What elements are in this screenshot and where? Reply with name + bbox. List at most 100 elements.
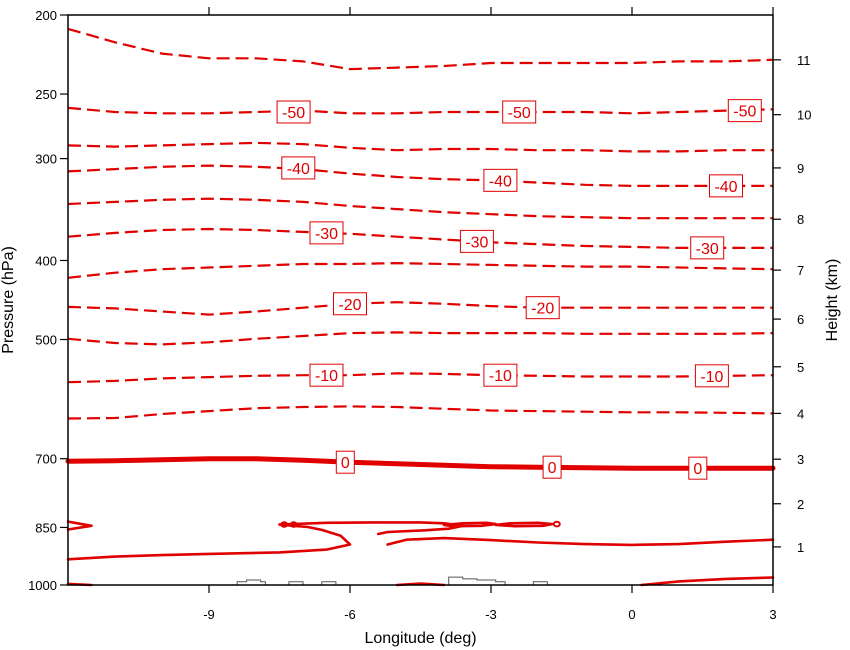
contour-label: -50 xyxy=(727,99,762,123)
contour-line xyxy=(67,301,773,316)
pressure-tick-label: 500 xyxy=(35,333,57,348)
contour-label-box xyxy=(335,450,355,474)
contour-label-box xyxy=(276,100,311,124)
contour-label-box xyxy=(688,456,708,480)
contour-label-text: -10 xyxy=(700,369,723,386)
contour-label-text: -10 xyxy=(315,368,338,385)
contour-line xyxy=(67,164,773,187)
contour-label-box xyxy=(709,174,743,198)
contour-label-text: 0 xyxy=(341,455,350,472)
contour-label-text: -40 xyxy=(287,161,310,178)
contour-dot xyxy=(552,520,561,528)
contour-label: 0 xyxy=(335,450,355,474)
height-tick-label: 1 xyxy=(797,540,804,555)
contour-label-text: -40 xyxy=(714,179,737,196)
contour-line xyxy=(67,106,774,115)
height-tick-label: 2 xyxy=(797,497,804,512)
pressure-tick-label: 400 xyxy=(35,253,57,268)
contour-label: -30 xyxy=(459,229,494,253)
height-tick-label: 6 xyxy=(797,312,804,327)
x-tick-label: -3 xyxy=(485,607,497,622)
contour-label: 0 xyxy=(688,456,708,480)
contour-label-box xyxy=(542,455,562,479)
pressure-tick-label: 850 xyxy=(35,520,57,535)
contour-dot xyxy=(289,521,298,528)
contour-dot xyxy=(280,521,289,528)
contour-label-box xyxy=(483,168,518,192)
x-tick-label: -6 xyxy=(344,607,356,622)
pressure-tick-label: 200 xyxy=(35,8,57,23)
contour-label-text: -30 xyxy=(696,241,719,258)
pressure-tick-label: 300 xyxy=(35,152,57,167)
height-tick-label: 7 xyxy=(797,263,804,278)
contour-line xyxy=(67,227,773,249)
contour-label-text: 0 xyxy=(548,460,557,477)
contour-line xyxy=(67,331,774,346)
contour-label-text: 0 xyxy=(693,461,702,478)
contour-label-box xyxy=(727,99,762,123)
contour-label: -20 xyxy=(525,296,560,320)
contour-line xyxy=(67,197,773,220)
contour-label-box xyxy=(690,236,725,260)
contour-label: -10 xyxy=(694,364,729,388)
contour-line xyxy=(66,523,352,561)
contour-label: -20 xyxy=(333,292,367,316)
x-tick-label: -9 xyxy=(203,607,215,622)
contour-label: -10 xyxy=(309,363,344,387)
plot-area: -50 -50 -50 -40 -40 -40 -30 -30 -30 -20 -20 -10 -10 -… xyxy=(65,27,776,587)
contour-line xyxy=(67,405,774,420)
height-tick-label: 3 xyxy=(797,452,804,467)
height-axis-title: Height (km) xyxy=(824,259,841,342)
contour-line xyxy=(386,536,775,547)
height-tick-label: 9 xyxy=(797,161,804,176)
contour-label-text: -30 xyxy=(315,226,338,243)
contour-line xyxy=(640,576,775,587)
contour-label: 0 xyxy=(542,455,562,479)
terrain-outline xyxy=(236,576,548,586)
contour-label-text: -40 xyxy=(489,173,512,190)
contour-label-box xyxy=(309,221,344,245)
x-axis: -9 -6 -3 0 3 xyxy=(203,7,777,622)
pressure-axis: 200 250 300 400 500 700 850 1000 xyxy=(28,8,68,593)
contour-line xyxy=(442,521,498,528)
contour-label-box xyxy=(502,100,537,124)
contour-label-text: -20 xyxy=(338,297,361,314)
contour-label-box xyxy=(483,363,518,387)
contour-label-box xyxy=(694,364,729,388)
contour-line xyxy=(67,141,773,153)
contour-label-text: -10 xyxy=(489,368,512,385)
height-axis: 1 2 3 4 5 6 7 8 9 10 11 xyxy=(773,53,811,555)
contour-line xyxy=(67,27,774,71)
contour-line xyxy=(67,372,774,384)
height-tick-label: 10 xyxy=(797,108,811,123)
height-tick-label: 5 xyxy=(797,360,804,375)
contour-label: -50 xyxy=(276,100,311,124)
contour-label-text: -20 xyxy=(531,301,554,318)
contour-label: -10 xyxy=(483,363,518,387)
contour-label: -40 xyxy=(483,168,518,192)
contour-label: -30 xyxy=(690,236,725,260)
contour-label-box xyxy=(459,229,494,253)
pressure-axis-title: Pressure (hPa) xyxy=(0,246,17,354)
contour-line xyxy=(67,262,774,279)
contour-line xyxy=(66,520,93,531)
contour-label: -50 xyxy=(502,100,537,124)
contour-line xyxy=(494,521,554,528)
plot-frame xyxy=(67,14,774,586)
contour-label-box xyxy=(333,292,367,316)
contour-label-text: -50 xyxy=(733,104,756,121)
contour-label-text: -50 xyxy=(282,105,305,122)
contour-label: -40 xyxy=(281,156,316,180)
contour-label: -40 xyxy=(709,174,743,198)
pressure-tick-label: 700 xyxy=(35,452,57,467)
x-axis-title: Longitude (deg) xyxy=(364,630,476,647)
pressure-tick-label: 1000 xyxy=(28,578,57,593)
contour-label-text: -50 xyxy=(508,105,531,122)
contour-label-box xyxy=(525,296,560,320)
x-tick-label: 0 xyxy=(628,607,635,622)
x-tick-label: 3 xyxy=(769,607,776,622)
contour-label-text: -30 xyxy=(465,234,488,251)
height-tick-label: 8 xyxy=(797,212,804,227)
contour-label-box xyxy=(309,363,344,387)
